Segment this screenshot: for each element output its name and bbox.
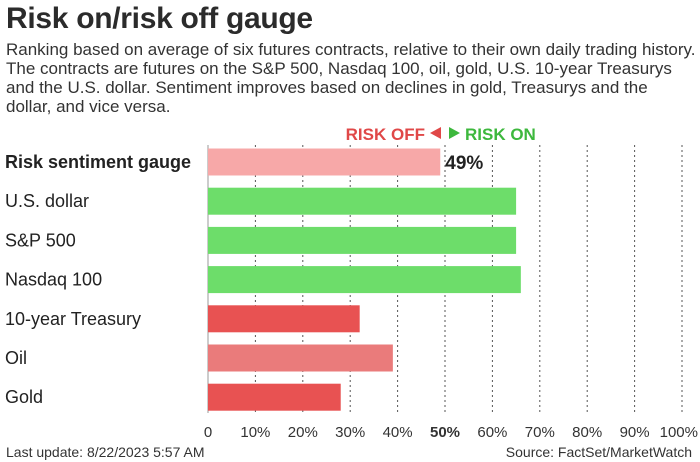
bar — [208, 305, 360, 333]
last-update: Last update: 8/22/2023 5:57 AM — [6, 444, 205, 460]
x-tick-label: 100% — [660, 424, 698, 441]
category-label: Oil — [5, 348, 27, 368]
x-tick-label: 30% — [335, 424, 365, 441]
x-tick-label: 50% — [430, 424, 460, 441]
x-tick-label: 70% — [525, 424, 555, 441]
x-tick-label: 20% — [288, 424, 318, 441]
x-tick-label: 40% — [383, 424, 413, 441]
category-label: U.S. dollar — [5, 191, 89, 211]
bar — [208, 187, 517, 215]
bar — [208, 266, 521, 294]
risk-on-label: RISK ON — [465, 125, 536, 144]
x-tick-label: 90% — [620, 424, 650, 441]
chart-title: Risk on/risk off gauge — [6, 2, 313, 35]
category-label: S&P 500 — [5, 230, 76, 250]
right-arrow-icon — [449, 127, 460, 139]
category-label: Gold — [5, 387, 43, 407]
category-label: 10-year Treasury — [5, 309, 141, 329]
category-label: Risk sentiment gauge — [5, 152, 191, 172]
risk-off-label: RISK OFF — [346, 125, 425, 144]
x-tick-label: 0 — [204, 424, 212, 441]
bar — [208, 383, 341, 411]
x-tick-label: 60% — [477, 424, 507, 441]
x-tick-label: 80% — [572, 424, 602, 441]
bar — [208, 226, 517, 254]
bar — [208, 148, 441, 176]
category-label: Nasdaq 100 — [5, 270, 102, 290]
value-label: 49% — [445, 153, 483, 174]
chart-subtitle: Ranking based on average of six futures … — [6, 40, 696, 116]
x-tick-label: 10% — [240, 424, 270, 441]
left-arrow-icon — [430, 127, 441, 139]
bar — [208, 344, 393, 372]
source-note: Source: FactSet/MarketWatch — [505, 444, 692, 460]
